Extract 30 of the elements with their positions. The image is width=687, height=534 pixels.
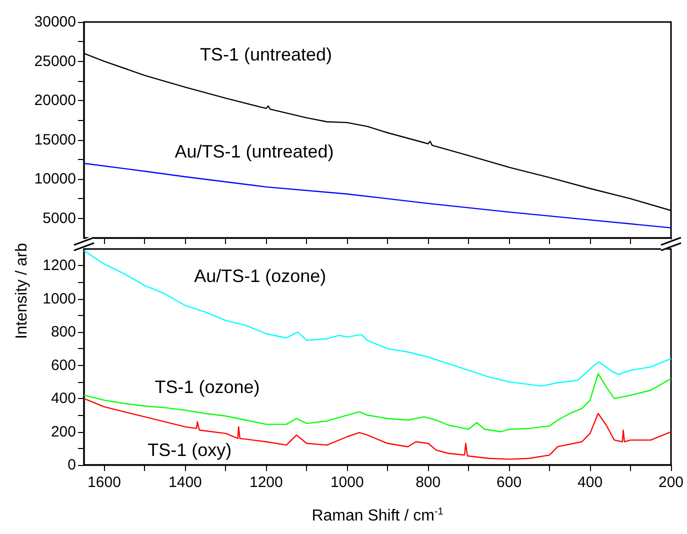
y-tick-label: 20000 — [34, 92, 76, 110]
y-tick-label: 25000 — [34, 52, 76, 70]
y-tick-label: 800 — [50, 324, 76, 341]
y-tick-label: 10000 — [34, 170, 76, 188]
x-tick-label: 800 — [416, 474, 441, 491]
x-tick-label: 200 — [658, 474, 684, 491]
x-tick-label: 1200 — [249, 474, 283, 491]
y-tick-label: 600 — [50, 356, 76, 374]
y-tick-label: 200 — [50, 423, 76, 440]
line-series — [83, 398, 672, 460]
y-tick-label: 0 — [68, 456, 76, 474]
y-axis-title: Intensity / arb — [14, 242, 30, 340]
series-label: TS-1 (oxy) — [148, 440, 232, 460]
y-tick-label: 1000 — [42, 290, 76, 308]
series-label: TS-1 (ozone) — [154, 377, 260, 398]
series-label: Au/TS-1 (untreated) — [174, 142, 334, 162]
series-label: TS-1 (untreated) — [200, 44, 332, 64]
y-tick-label: 30000 — [34, 14, 76, 30]
x-tick-label: 1600 — [88, 474, 121, 491]
series-label: Au/TS-1 (ozone) — [194, 266, 326, 286]
x-tick-label: 1400 — [168, 474, 202, 491]
y-tick-label: 1200 — [42, 257, 76, 274]
y-tick-label: 400 — [50, 390, 76, 408]
x-tick-label: 600 — [496, 474, 522, 491]
y-tick-label: 5000 — [42, 210, 76, 227]
x-tick-label: 1000 — [330, 474, 364, 491]
x-tick-label: 400 — [578, 474, 603, 491]
y-tick-label: 15000 — [34, 131, 76, 148]
line-series — [83, 373, 672, 432]
line-series — [83, 162, 672, 228]
